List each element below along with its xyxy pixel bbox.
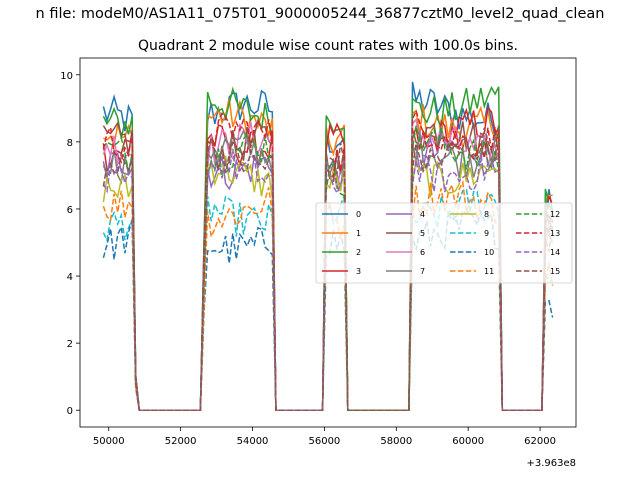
legend-label-4: 4: [420, 210, 425, 219]
legend-label-5: 5: [420, 229, 425, 238]
x-tick-label: 58000: [380, 436, 412, 447]
legend-label-12: 12: [550, 210, 560, 219]
figure-suptitle: n file: modeM0/AS1A11_075T01_9000005244_…: [36, 6, 605, 22]
legend-label-0: 0: [356, 210, 361, 219]
y-tick-label: 8: [67, 138, 73, 149]
x-tick-label: 62000: [524, 436, 556, 447]
y-tick-label: 2: [67, 339, 73, 350]
legend-box: [315, 202, 573, 284]
legend-label-3: 3: [356, 267, 361, 276]
chart-title: Quadrant 2 module wise count rates with …: [138, 38, 518, 54]
x-offset-label: +3.963e8: [526, 458, 576, 469]
axes-frame: [79, 57, 577, 428]
series-line-15: [102, 124, 554, 411]
legend-label-1: 1: [356, 229, 361, 238]
legend-label-7: 7: [420, 267, 425, 276]
y-tick-label: 10: [60, 71, 73, 82]
y-tick-label: 4: [67, 272, 73, 283]
legend-label-11: 11: [484, 267, 494, 276]
y-tick-label: 6: [67, 205, 73, 216]
legend-label-6: 6: [420, 248, 425, 257]
x-axis: 50000 52000 54000 56000 58000 60000 62000: [93, 427, 556, 447]
x-tick-label: 60000: [452, 436, 484, 447]
x-tick-label: 54000: [237, 436, 269, 447]
legend-label-14: 14: [550, 248, 560, 257]
legend-label-2: 2: [356, 248, 361, 257]
x-tick-label: 50000: [93, 436, 125, 447]
legend-label-13: 13: [550, 229, 560, 238]
x-tick-label: 56000: [308, 436, 340, 447]
legend-label-15: 15: [550, 267, 560, 276]
legend-label-8: 8: [484, 210, 489, 219]
legend-label-10: 10: [484, 248, 494, 257]
legend-label-9: 9: [484, 229, 489, 238]
y-axis: 0 2 4 6 8 10: [60, 71, 80, 417]
x-tick-label: 52000: [165, 436, 197, 447]
y-tick-label: 0: [67, 406, 73, 417]
